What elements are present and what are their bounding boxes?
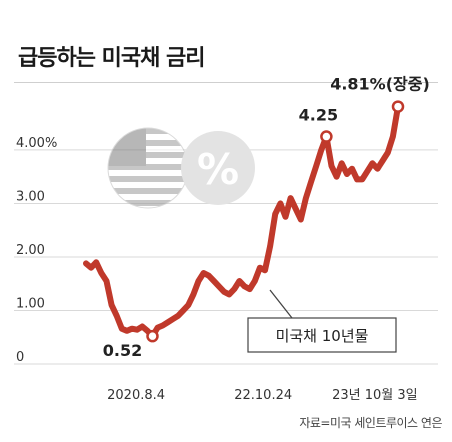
y-tick-label: 0 — [16, 350, 24, 365]
us-flag-icon — [107, 127, 189, 209]
annotations: 0.52 4.25 4.81%(장중) — [103, 75, 430, 361]
title-divider — [14, 82, 438, 83]
series-line-us-10y — [83, 103, 401, 340]
series-label-box — [247, 317, 397, 353]
annotation-marker — [146, 329, 159, 343]
page-title: 급등하는 미국채 금리 — [18, 46, 205, 71]
x-axis-ticks: 2020.8.4 22.10.24 23년 10월 3일 — [107, 388, 418, 403]
percent-icon: % — [181, 131, 255, 205]
y-tick-label: 1.00 — [16, 296, 45, 311]
x-tick-label: 2020.8.4 — [107, 388, 165, 403]
y-tick-label: 2.00 — [16, 243, 45, 258]
x-tick-label: 23년 10월 3일 — [332, 388, 418, 403]
annotation-label: 4.25 — [299, 106, 338, 125]
annotation-marker — [320, 130, 333, 143]
svg-text:%: % — [197, 145, 239, 194]
annotation-marker — [391, 100, 405, 113]
source-note: 자료=미국 세인트루이스 연은 — [299, 416, 442, 430]
annotation-label: 4.81%(장중) — [330, 75, 430, 94]
series-label: 미국채 10년물 — [276, 327, 369, 345]
series-label-leader — [269, 289, 293, 319]
annotation-label: 0.52 — [103, 341, 142, 360]
x-tick-label: 22.10.24 — [234, 388, 292, 403]
y-tick-label: 4.00% — [16, 136, 57, 151]
y-tick-label: 3.00 — [16, 189, 45, 204]
y-axis-ticks: 0 1.00 2.00 3.00 4.00% — [16, 136, 57, 365]
